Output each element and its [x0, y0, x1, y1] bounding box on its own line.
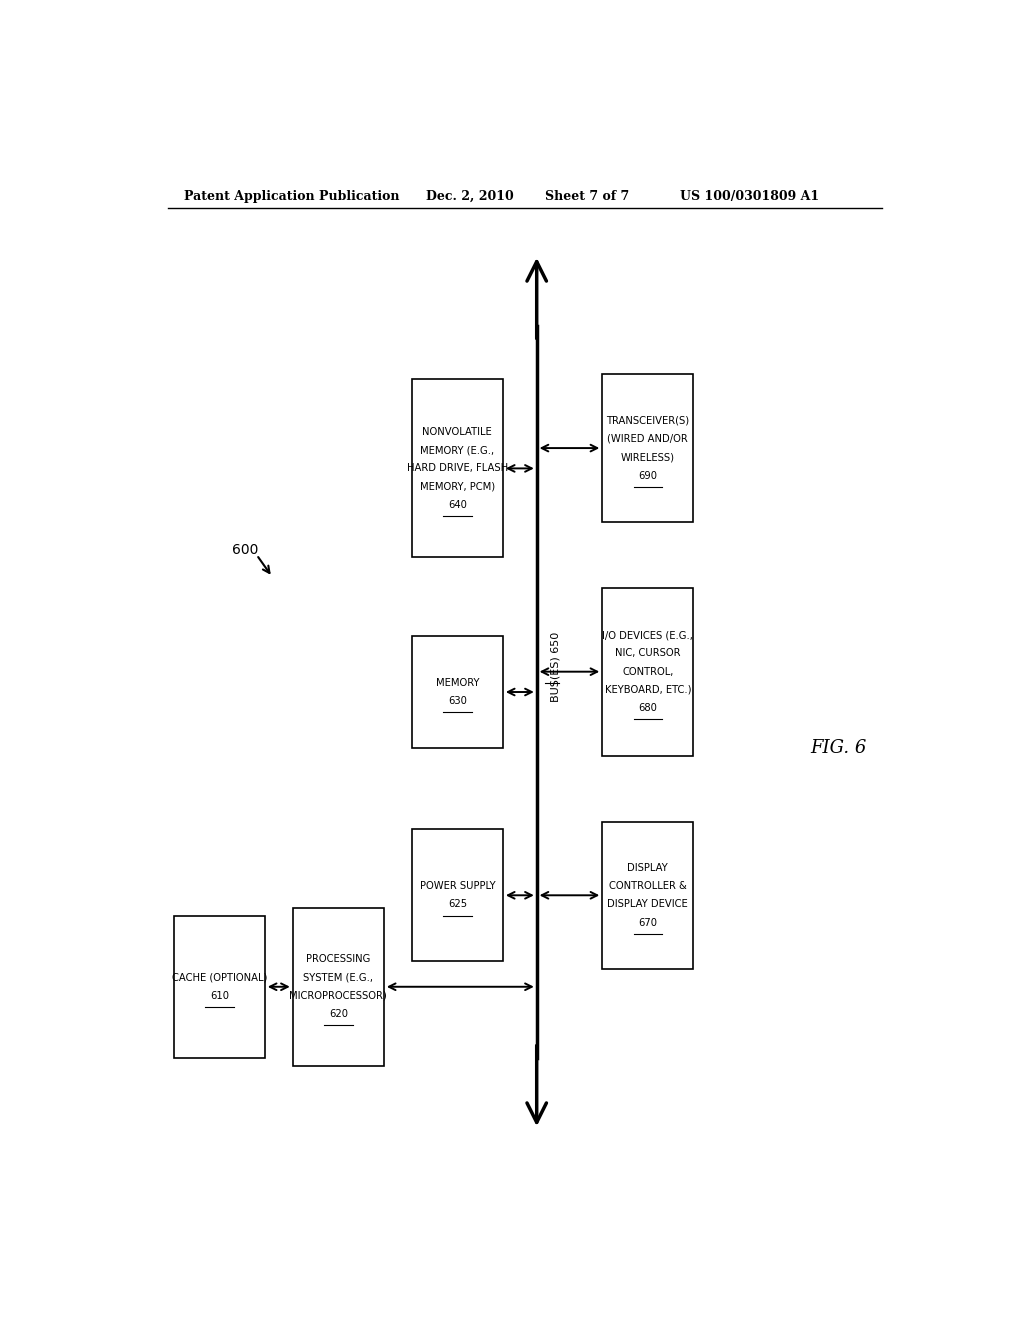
Text: CONTROL,: CONTROL, [623, 667, 674, 677]
Text: MEMORY: MEMORY [435, 678, 479, 688]
Text: NONVOLATILE: NONVOLATILE [423, 426, 493, 437]
Text: (WIRED AND/OR: (WIRED AND/OR [607, 434, 688, 444]
Text: 630: 630 [447, 696, 467, 706]
Bar [602, 821, 693, 969]
Text: MEMORY, PCM): MEMORY, PCM) [420, 482, 495, 491]
Bar [412, 379, 503, 557]
Text: HARD DRIVE, FLASH: HARD DRIVE, FLASH [407, 463, 508, 474]
Text: DISPLAY: DISPLAY [628, 863, 669, 873]
Bar [412, 636, 503, 748]
Text: BUS(ES) 650: BUS(ES) 650 [551, 631, 561, 702]
Bar [174, 916, 265, 1057]
Text: Dec. 2, 2010: Dec. 2, 2010 [426, 190, 513, 202]
Text: 620: 620 [329, 1010, 348, 1019]
Text: Patent Application Publication: Patent Application Publication [183, 190, 399, 202]
Text: CACHE (OPTIONAL): CACHE (OPTIONAL) [172, 973, 267, 982]
Text: 610: 610 [210, 991, 228, 1001]
Text: POWER SUPPLY: POWER SUPPLY [420, 882, 496, 891]
Text: 690: 690 [638, 470, 657, 480]
Text: DISPLAY DEVICE: DISPLAY DEVICE [607, 899, 688, 909]
Text: WIRELESS): WIRELESS) [621, 453, 675, 462]
Text: PROCESSING: PROCESSING [306, 954, 371, 965]
Text: MEMORY (E.G.,: MEMORY (E.G., [420, 445, 495, 455]
Text: 680: 680 [638, 704, 657, 713]
Text: MICROPROCESSOR): MICROPROCESSOR) [290, 991, 387, 1001]
Bar [293, 908, 384, 1065]
Text: FIG. 6: FIG. 6 [810, 739, 866, 756]
Text: US 100/0301809 A1: US 100/0301809 A1 [680, 190, 818, 202]
Text: TRANSCEIVER(S): TRANSCEIVER(S) [606, 416, 689, 425]
Text: NIC, CURSOR: NIC, CURSOR [615, 648, 681, 659]
Text: 600: 600 [232, 543, 259, 557]
Bar [602, 375, 693, 521]
Text: CONTROLLER &: CONTROLLER & [609, 882, 687, 891]
Text: 625: 625 [447, 899, 467, 909]
Text: KEYBOARD, ETC.): KEYBOARD, ETC.) [604, 685, 691, 694]
Bar [412, 829, 503, 961]
Text: 640: 640 [447, 500, 467, 510]
Text: Sheet 7 of 7: Sheet 7 of 7 [545, 190, 629, 202]
Text: SYSTEM (E.G.,: SYSTEM (E.G., [303, 973, 374, 982]
Text: I/O DEVICES (E.G.,: I/O DEVICES (E.G., [602, 630, 693, 640]
Bar [602, 587, 693, 755]
Text: 670: 670 [638, 917, 657, 928]
